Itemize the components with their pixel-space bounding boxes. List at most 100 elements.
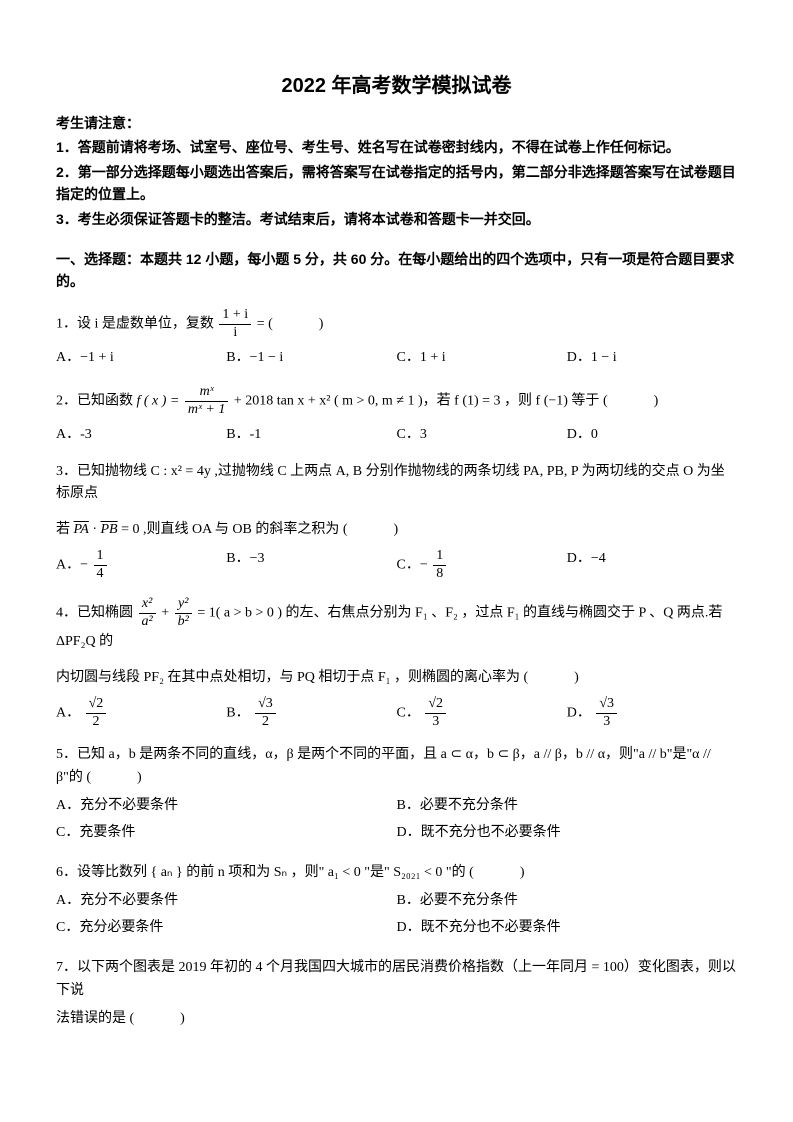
q6-opt-a: A．充分不必要条件 — [56, 890, 397, 912]
q2-opt-d: D．0 — [567, 424, 737, 446]
q4-d-num: √3 — [596, 696, 617, 714]
q4-d-frac: √3 3 — [596, 696, 617, 731]
q3-dot: · — [92, 522, 97, 537]
q3-a-num: 1 — [94, 548, 107, 566]
q4-plus: + — [161, 606, 172, 621]
q4-t2-num: y² — [175, 596, 192, 614]
question-1: 1．设 i 是虚数单位，复数 1 + i i = ( ) — [56, 307, 737, 342]
q4-d-den: 3 — [596, 714, 617, 731]
q3-vec-pb: PB — [100, 522, 117, 537]
q4-frac2: y² b² — [175, 596, 192, 631]
question-4-line2: 内切圆与线段 PF₂ 在其中点处相切，与 PQ 相切于点 F₁ ，则椭圆的离心率… — [56, 667, 737, 689]
q4-a-num: √2 — [86, 696, 107, 714]
question-5: 5．已知 a，b 是两条不同的直线，α，β 是两个不同的平面，且 a ⊂ α，b… — [56, 744, 737, 789]
question-3-line2: 若 PA · PB = 0 ,则直线 OA 与 OB 的斜率之积为 ( ) — [56, 519, 737, 541]
q2-frac-den: mˣ + 1 — [185, 402, 229, 419]
q3-opt-b: B．−3 — [226, 548, 396, 583]
question-7-line1: 7．以下两个图表是 2019 年初的 4 个月我国四大城市的居民消费价格指数（上… — [56, 957, 737, 1002]
notice-1: 1．答题前请将考场、试室号、座位号、考生号、姓名写在试卷密封线内，不得在试卷上作… — [56, 136, 737, 158]
q2-blank: ( ) — [603, 393, 664, 408]
q2-stem-b: + 2018 tan x + x² ( m > 0, m ≠ 1 )，若 f (… — [234, 393, 600, 408]
q4-a-frac: √2 2 — [86, 696, 107, 731]
q1-opt-b: B．−1 − i — [226, 347, 396, 369]
q3-options: A．− 1 4 B．−3 C．− 1 8 D．−4 — [56, 548, 737, 583]
q2-opt-a: A．-3 — [56, 424, 226, 446]
q1-stem-b: = — [257, 316, 268, 331]
q2-fraction: mˣ mˣ + 1 — [185, 384, 229, 419]
q5-blank: ( ) — [86, 770, 147, 785]
q4-b-num: √3 — [255, 696, 276, 714]
q4-a-den: 2 — [86, 714, 107, 731]
q3-c-pre: C．− — [397, 557, 428, 572]
q4-opt-c: C． √2 3 — [397, 696, 567, 731]
question-3-line1: 3．已知抛物线 C : x² = 4y ,过抛物线 C 上两点 A, B 分别作… — [56, 461, 737, 506]
q5-opt-c: C．充要条件 — [56, 822, 397, 844]
q1-blank: ( ) — [268, 316, 329, 331]
page: 2022 年高考数学模拟试卷 考生请注意： 1．答题前请将考场、试室号、座位号、… — [0, 0, 793, 1070]
q3-vec-pa: PA — [74, 522, 89, 537]
q1-stem-a: 1．设 i 是虚数单位，复数 — [56, 316, 214, 331]
q4-t2-den: b² — [175, 614, 192, 631]
q6-opt-c: C．充分必要条件 — [56, 917, 397, 939]
q4-opt-b: B． √3 2 — [226, 696, 396, 731]
q1-opt-a: A．−1 + i — [56, 347, 226, 369]
q4-stem-b: = 1( a > b > 0 ) 的左、右焦点分别为 F₁ 、F₂ ，过点 F₁… — [56, 606, 722, 649]
q3-c-den: 8 — [433, 566, 446, 583]
q4-c-pre: C． — [397, 705, 420, 720]
q3-opt-c: C．− 1 8 — [397, 548, 567, 583]
q3-a-pre: A．− — [56, 557, 88, 572]
q6-blank: ( ) — [469, 865, 530, 880]
q4-line2: 内切圆与线段 PF₂ 在其中点处相切，与 PQ 相切于点 F₁ ，则椭圆的离心率… — [56, 670, 520, 685]
q1-frac-den: i — [219, 325, 251, 342]
notice-head: 考生请注意： — [56, 112, 737, 134]
q4-c-den: 3 — [425, 714, 446, 731]
q1-opt-c: C．1 + i — [397, 347, 567, 369]
q4-d-pre: D． — [567, 705, 591, 720]
q4-options: A． √2 2 B． √3 2 C． √2 3 D． √3 3 — [56, 696, 737, 731]
question-2: 2．已知函数 f ( x ) = mˣ mˣ + 1 + 2018 tan x … — [56, 384, 737, 419]
q4-t1-den: a² — [139, 614, 156, 631]
q4-b-frac: √3 2 — [255, 696, 276, 731]
q3-blank: ( ) — [343, 522, 404, 537]
q3-l2-b: = 0 ,则直线 OA 与 OB 的斜率之积为 — [121, 522, 339, 537]
q5-opt-d: D．既不充分也不必要条件 — [397, 822, 738, 844]
q6-opt-d: D．既不充分也不必要条件 — [397, 917, 738, 939]
notice-3: 3．考生必须保证答题卡的整洁。考试结束后，请将本试卷和答题卡一并交回。 — [56, 208, 737, 230]
section-1-head: 一、选择题：本题共 12 小题，每小题 5 分，共 60 分。在每小题给出的四个… — [56, 248, 737, 293]
question-4-line1: 4．已知椭圆 x² a² + y² b² = 1( a > b > 0 ) 的左… — [56, 596, 737, 653]
q4-a-pre: A． — [56, 705, 80, 720]
q5-options: A．充分不必要条件 B．必要不充分条件 C．充要条件 D．既不充分也不必要条件 — [56, 795, 737, 848]
q4-blank: ( ) — [524, 670, 585, 685]
q3-opt-d: D．−4 — [567, 548, 737, 583]
q4-b-den: 2 — [255, 714, 276, 731]
q3-opt-a: A．− 1 4 — [56, 548, 226, 583]
q4-frac1: x² a² — [139, 596, 156, 631]
q4-c-num: √2 — [425, 696, 446, 714]
q5-opt-b: B．必要不充分条件 — [397, 795, 738, 817]
exam-title: 2022 年高考数学模拟试卷 — [56, 70, 737, 102]
q1-frac-num: 1 + i — [219, 307, 251, 325]
q3-c-num: 1 — [433, 548, 446, 566]
q2-fx: f ( x ) = — [137, 393, 183, 408]
q1-fraction: 1 + i i — [219, 307, 251, 342]
question-6: 6．设等比数列 { aₙ } 的前 n 项和为 Sₙ ，则" a₁ < 0 "是… — [56, 862, 737, 884]
q2-opt-c: C．3 — [397, 424, 567, 446]
q3-a-den: 4 — [94, 566, 107, 583]
q3-c-frac: 1 8 — [433, 548, 446, 583]
question-7-line2: 法错误的是 ( ) — [56, 1008, 737, 1030]
q4-b-pre: B． — [226, 705, 249, 720]
q4-opt-d: D． √3 3 — [567, 696, 737, 731]
q5-stem: 5．已知 a，b 是两条不同的直线，α，β 是两个不同的平面，且 a ⊂ α，b… — [56, 747, 711, 784]
q6-opt-b: B．必要不充分条件 — [397, 890, 738, 912]
q4-opt-a: A． √2 2 — [56, 696, 226, 731]
q1-opt-d: D．1 − i — [567, 347, 737, 369]
q1-options: A．−1 + i B．−1 − i C．1 + i D．1 − i — [56, 347, 737, 369]
q5-opt-a: A．充分不必要条件 — [56, 795, 397, 817]
q7-blank: ( ) — [130, 1011, 191, 1026]
q2-options: A．-3 B．-1 C．3 D．0 — [56, 424, 737, 446]
q7-line2: 法错误的是 — [56, 1011, 126, 1026]
q6-stem: 6．设等比数列 { aₙ } 的前 n 项和为 Sₙ ，则" a₁ < 0 "是… — [56, 865, 466, 880]
q4-c-frac: √2 3 — [425, 696, 446, 731]
q3-a-frac: 1 4 — [94, 548, 107, 583]
q3-l2-a: 若 — [56, 522, 74, 537]
